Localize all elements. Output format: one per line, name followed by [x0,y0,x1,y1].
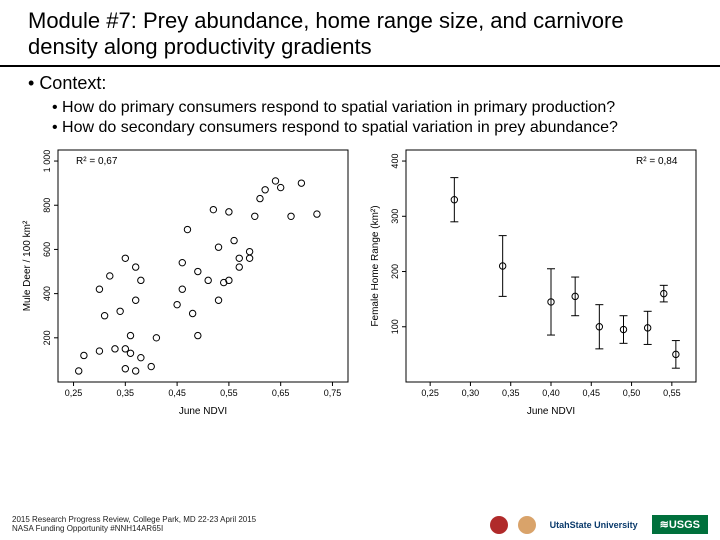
svg-text:0,75: 0,75 [324,388,342,398]
charts-row: 0,25 0,35 0,45 0,55 0,65 0,75 200 400 600 800 1 00… [0,140,720,420]
logo-circle-2 [518,516,536,534]
errorbar-svg-right: 0,25 0,30 0,35 0,40 0,45 0,50 0,55 100 200 300 400… [364,140,704,420]
logo-circle-1 [490,516,508,534]
content-area: • Context: • How do primary consumers re… [0,67,720,138]
footer: 2015 Research Progress Review, College P… [12,515,708,534]
svg-text:R² = 0,67: R² = 0,67 [76,156,118,167]
svg-text:R² = 0,84: R² = 0,84 [636,156,678,167]
svg-text:0,55: 0,55 [663,388,681,398]
footer-text: 2015 Research Progress Review, College P… [12,515,256,534]
logo-usgs: ≋USGS [652,515,708,534]
svg-text:June NDVI: June NDVI [527,406,575,417]
svg-text:0,25: 0,25 [65,388,83,398]
svg-text:400: 400 [390,153,400,168]
svg-text:0,65: 0,65 [272,388,290,398]
svg-text:0,35: 0,35 [117,388,135,398]
svg-text:0,40: 0,40 [542,388,560,398]
bullet-2: • How do secondary consumers respond to … [52,118,692,138]
errorbar-right: 0,25 0,30 0,35 0,40 0,45 0,50 0,55 100 200 300 400… [364,140,704,420]
svg-text:0,35: 0,35 [502,388,520,398]
svg-text:300: 300 [390,209,400,224]
context-heading: • Context: [28,73,692,94]
footer-line1: 2015 Research Progress Review, College P… [12,515,256,525]
svg-text:200: 200 [390,264,400,279]
bullet-1: • How do primary consumers respond to sp… [52,98,692,118]
svg-text:400: 400 [42,286,52,301]
logo-usu: UtahState University [546,518,642,532]
svg-text:0,25: 0,25 [421,388,439,398]
title-bar: Module #7: Prey abundance, home range si… [0,0,720,67]
scatter-left: 0,25 0,35 0,45 0,55 0,65 0,75 200 400 600 800 1 00… [16,140,356,420]
slide-title: Module #7: Prey abundance, home range si… [28,8,692,61]
svg-text:0,30: 0,30 [462,388,480,398]
logo-row: UtahState University ≋USGS [490,515,708,534]
svg-text:0,50: 0,50 [623,388,641,398]
svg-text:0,45: 0,45 [168,388,186,398]
svg-text:800: 800 [42,198,52,213]
svg-text:0,45: 0,45 [583,388,601,398]
svg-text:Mule Deer / 100 km²: Mule Deer / 100 km² [22,220,33,311]
svg-text:Female Home Range (km²): Female Home Range (km²) [370,205,381,326]
scatter-svg-left: 0,25 0,35 0,45 0,55 0,65 0,75 200 400 600 800 1 00… [16,140,356,420]
svg-text:600: 600 [42,242,52,257]
context-label: Context: [39,73,106,93]
svg-text:0,55: 0,55 [220,388,238,398]
svg-text:100: 100 [390,319,400,334]
svg-text:June NDVI: June NDVI [179,406,227,417]
footer-line2: NASA Funding Opportunity #NNH14AR65I [12,524,256,534]
svg-text:1 000: 1 000 [42,150,52,173]
svg-text:200: 200 [42,330,52,345]
